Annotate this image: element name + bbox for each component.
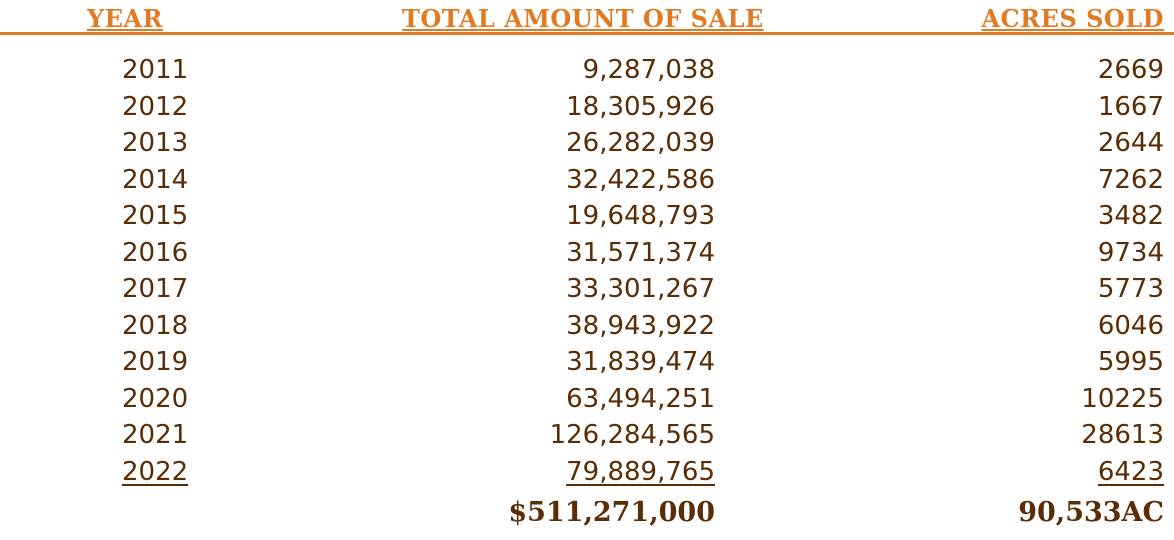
acres-sold-cell: 1667	[1097, 91, 1164, 122]
sales-table-body: 2011 9,287,038 2669 2012 18,305,926 1667…	[0, 52, 1174, 490]
total-acres-sold: 90,533AC	[1018, 497, 1164, 528]
acres-sold-cell: 5995	[1097, 347, 1164, 377]
sale-amount-cell: 26,282,039	[566, 128, 715, 158]
acres-sold-cell: 2669	[1097, 55, 1164, 85]
year-cell: 2016	[122, 237, 189, 268]
total-amount-of-sale-column-header: TOTAL AMOUNT OF SALE	[402, 4, 764, 33]
year-cell: 2018	[122, 310, 189, 341]
table-row: 2021 126,284,565 28613	[0, 417, 1174, 454]
year-column-header: YEAR	[87, 4, 163, 33]
year-cell: 2011	[122, 55, 189, 85]
table-row: 2017 33,301,267 5773	[0, 271, 1174, 308]
acres-sold-cell: 7262	[1097, 164, 1164, 195]
table-row: 2011 9,287,038 2669	[0, 52, 1174, 89]
table-row: 2019 31,839,474 5995	[0, 344, 1174, 381]
acres-sold-cell: 3482	[1097, 201, 1164, 231]
table-row: 2020 63,494,251 10225	[0, 381, 1174, 418]
acres-sold-cell: 28613	[1081, 420, 1164, 450]
table-row: 2016 31,571,374 9734	[0, 235, 1174, 272]
table-header: YEAR TOTAL AMOUNT OF SALE ACRES SOLD	[0, 4, 1174, 34]
table-row: 2012 18,305,926 1667	[0, 89, 1174, 126]
year-cell: 2014	[122, 164, 189, 195]
year-cell: 2021	[122, 420, 189, 450]
acres-sold-cell: 6423	[1097, 456, 1164, 487]
sale-amount-cell: 18,305,926	[566, 91, 715, 122]
year-cell: 2022	[122, 456, 189, 487]
acres-sold-cell: 9734	[1097, 237, 1164, 268]
sale-amount-cell: 31,839,474	[566, 347, 715, 377]
sale-amount-cell: 31,571,374	[566, 237, 715, 268]
table-row: 2013 26,282,039 2644	[0, 125, 1174, 162]
year-cell: 2017	[122, 274, 189, 304]
year-cell: 2020	[122, 383, 189, 414]
sale-amount-cell: 126,284,565	[549, 420, 715, 450]
acres-sold-cell: 2644	[1097, 128, 1164, 158]
sale-amount-cell: 9,287,038	[582, 55, 715, 85]
total-sale-amount: $511,271,000	[508, 497, 715, 528]
year-cell: 2012	[122, 91, 189, 122]
table-row: 2014 32,422,586 7262	[0, 162, 1174, 199]
acres-sold-cell: 6046	[1097, 310, 1164, 341]
table-row: 2022 79,889,765 6423	[0, 454, 1174, 491]
sale-amount-cell: 63,494,251	[566, 383, 715, 414]
acres-sold-cell: 5773	[1097, 274, 1164, 304]
sale-amount-cell: 33,301,267	[566, 274, 715, 304]
year-cell: 2019	[122, 347, 189, 377]
header-rule	[0, 32, 1174, 35]
table-row: 2018 38,943,922 6046	[0, 308, 1174, 345]
year-cell: 2015	[122, 201, 189, 231]
sale-amount-cell: 38,943,922	[566, 310, 715, 341]
sale-amount-cell: 19,648,793	[566, 201, 715, 231]
table-row: 2015 19,648,793 3482	[0, 198, 1174, 235]
year-cell: 2013	[122, 128, 189, 158]
acres-sold-column-header: ACRES SOLD	[981, 4, 1164, 33]
acres-sold-cell: 10225	[1081, 383, 1164, 414]
sale-amount-cell: 79,889,765	[566, 456, 715, 487]
totals-row: $511,271,000 90,533AC	[0, 494, 1174, 534]
sale-amount-cell: 32,422,586	[566, 164, 715, 195]
